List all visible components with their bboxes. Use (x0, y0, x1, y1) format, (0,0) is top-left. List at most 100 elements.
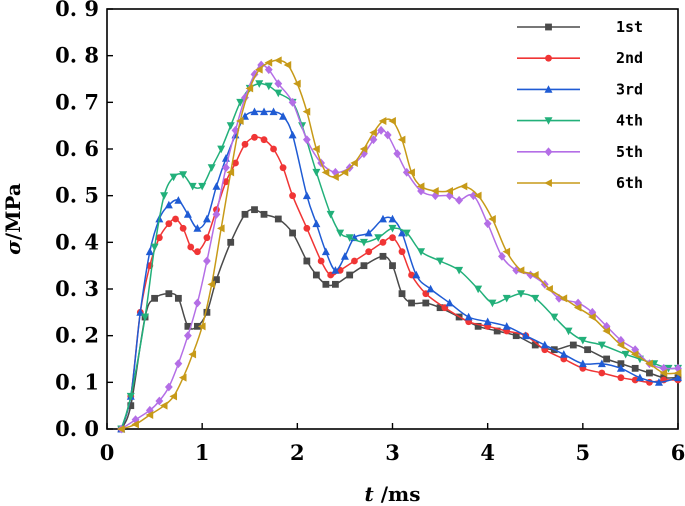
x-tick-label: 0 (100, 440, 115, 465)
x-tick-label: 5 (576, 440, 591, 465)
data-point (127, 402, 135, 410)
data-point (257, 60, 266, 70)
data-point (407, 168, 415, 177)
legend-marker (544, 179, 552, 187)
data-point (483, 219, 492, 229)
data-point (255, 65, 263, 74)
data-point (321, 168, 330, 177)
data-point (469, 191, 478, 201)
data-point (659, 369, 668, 377)
data-point (464, 312, 473, 321)
legend-label: 4th (616, 112, 643, 130)
data-point (264, 82, 273, 91)
data-point (417, 248, 426, 256)
y-tick-label: 0. 2 (55, 323, 99, 348)
data-point (631, 364, 639, 372)
legend-item: 2nd (517, 49, 643, 67)
data-point (398, 290, 406, 298)
legend-item: 1st (517, 18, 643, 36)
data-point (241, 210, 249, 218)
data-point (183, 210, 192, 218)
data-point (226, 168, 235, 177)
data-point (159, 401, 168, 410)
data-point (616, 364, 625, 372)
data-point (174, 294, 182, 302)
x-axis-symbol: t (365, 482, 375, 506)
data-point (617, 360, 625, 368)
y-tick-label: 0. 0 (55, 416, 99, 441)
data-point (322, 280, 330, 288)
data-point (350, 159, 358, 167)
data-point (251, 206, 258, 214)
data-point (203, 234, 211, 242)
data-point (630, 350, 639, 359)
x-tick-label: 1 (195, 440, 210, 465)
data-point (302, 135, 311, 145)
data-point (559, 350, 568, 358)
data-point (217, 145, 226, 154)
data-point (212, 182, 221, 190)
data-point (165, 220, 173, 228)
data-point (312, 219, 321, 228)
data-point (264, 58, 273, 67)
y-axis: 0. 0 0. 1 0. 2 0. 3 0. 4 0. 5 0. 6 0. 7 0. 8 0. 9 (55, 0, 113, 441)
data-point (260, 136, 268, 144)
data-point (359, 145, 368, 153)
legend-marker (544, 117, 553, 125)
data-point (212, 209, 221, 219)
data-point (617, 374, 625, 382)
data-point (578, 359, 587, 368)
legend-item: 3rd (517, 80, 643, 98)
data-point (283, 61, 292, 69)
data-point (289, 229, 296, 237)
data-point (179, 224, 187, 232)
data-point (360, 262, 368, 270)
data-point (232, 159, 239, 167)
data-point (412, 270, 421, 279)
data-point (293, 79, 301, 88)
data-point (436, 304, 444, 312)
data-point (126, 392, 135, 401)
data-point (250, 69, 259, 79)
data-point (231, 125, 240, 135)
series-6th (117, 56, 682, 433)
legend-item: 4th (517, 112, 643, 130)
legend-label: 1st (616, 18, 643, 36)
data-point (326, 210, 335, 219)
data-point (398, 248, 406, 256)
data-point (202, 214, 211, 223)
data-point (269, 107, 278, 116)
data-point (131, 420, 139, 429)
data-point (227, 238, 235, 246)
data-point (402, 229, 411, 238)
data-point (241, 140, 249, 148)
data-point (578, 336, 587, 345)
data-point (203, 256, 211, 266)
data-point (502, 247, 511, 256)
data-point (303, 224, 311, 232)
data-point (260, 210, 268, 218)
data-point (521, 331, 530, 340)
data-point (389, 234, 396, 242)
data-point (369, 128, 377, 137)
data-point (312, 145, 320, 153)
data-point (388, 224, 397, 233)
data-point (226, 122, 235, 130)
legend-item: 6th (517, 174, 643, 192)
data-point (193, 224, 202, 232)
data-point (588, 313, 596, 321)
data-point (236, 98, 245, 107)
data-point (364, 228, 373, 237)
series-layer (117, 56, 682, 434)
y-tick-label: 0. 4 (55, 229, 99, 254)
data-point (172, 215, 179, 223)
data-point (165, 290, 173, 298)
data-point (397, 135, 406, 144)
x-axis-title: t /ms (365, 482, 421, 506)
series-1st (117, 206, 682, 433)
data-point (597, 341, 606, 350)
data-point (383, 130, 392, 140)
data-point (288, 130, 297, 139)
data-point (164, 200, 173, 209)
data-point (531, 271, 539, 279)
